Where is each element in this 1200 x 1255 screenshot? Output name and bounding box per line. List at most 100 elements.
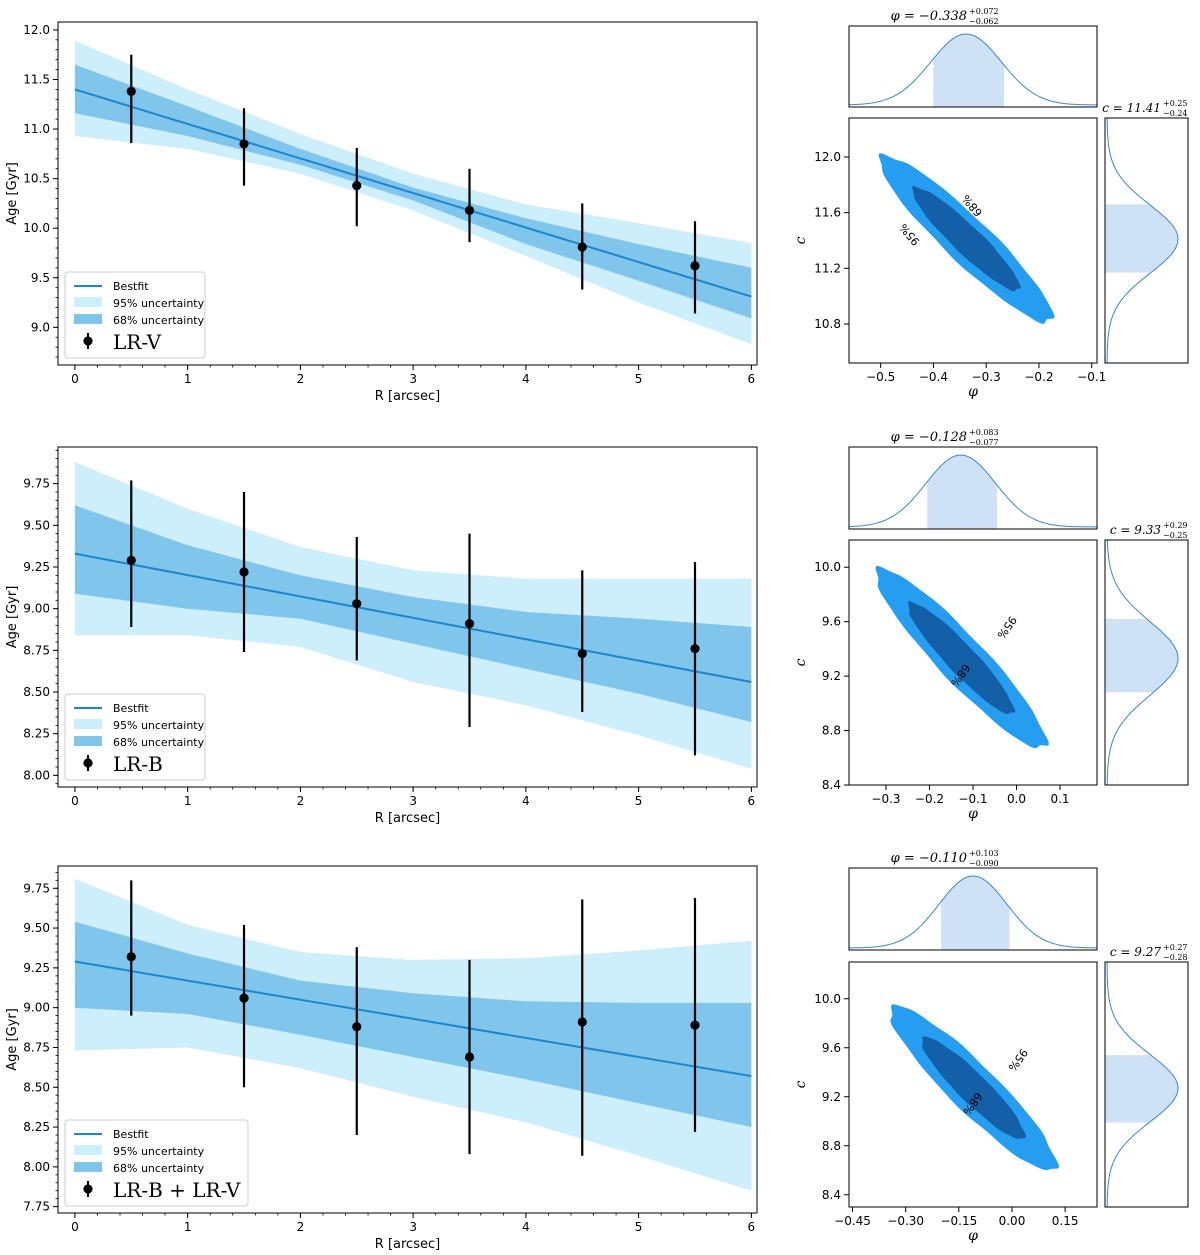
y-tick-label: 8.75: [23, 1040, 50, 1054]
legend-bestfit-label: Bestfit: [113, 702, 149, 715]
corner-x-label: φ: [968, 1228, 978, 1244]
data-point-6: [690, 1020, 700, 1030]
phi-marginal-frame: [848, 25, 1098, 108]
corner-y-tick-label: 8.4: [822, 1188, 841, 1202]
c-posterior-curve: [1106, 117, 1179, 363]
corner-y-tick-label: 10.8: [814, 317, 841, 331]
corner-y-tick-label: 8.4: [822, 778, 841, 792]
x-tick-label: 6: [748, 372, 756, 386]
legend-95-label: 95% uncertainty: [113, 719, 205, 732]
legend: Bestfit 95% uncertainty 68% uncertainty LR-…: [64, 693, 206, 781]
y-tick-label: 8.50: [23, 685, 50, 699]
corner-frame: [848, 961, 1098, 1208]
corner-x-tick-label: −0.4: [919, 370, 948, 384]
x-axis-label: R [arcsec]: [375, 1237, 440, 1252]
legend-68-swatch: [74, 736, 102, 746]
y-tick-label: 8.50: [23, 1080, 50, 1094]
y-tick-label: 9.75: [23, 477, 50, 491]
phi-title-sub: −0.090: [969, 859, 999, 868]
corner-plot-1: 95%68%−0.5 −0.4 −0.3 −0.2 −0.110.811.211.612…: [793, 117, 1106, 400]
c-title-value: c = 9.27: [1110, 945, 1161, 959]
x-tick-label: 4: [522, 794, 530, 808]
corner-y-tick-label: 11.6: [814, 206, 841, 220]
data-point-3: [352, 599, 362, 609]
c-title-sub: −0.25: [1163, 531, 1188, 540]
c-credible-fill: [1105, 618, 1178, 693]
data-point-3: [352, 1022, 362, 1032]
x-tick-label: 0: [71, 372, 79, 386]
c-title: c = 11.41 +0.25−0.24: [1102, 99, 1187, 118]
y-tick-label: 9.00: [23, 1001, 50, 1015]
c-title-sub: −0.24: [1163, 109, 1188, 118]
corner-y-tick-label: 12.0: [814, 150, 841, 164]
phi-posterior-curve: [849, 875, 1097, 949]
c-title-sub: −0.28: [1163, 953, 1188, 962]
corner-x-label: φ: [968, 806, 978, 822]
bestfit-line: [74, 88, 752, 298]
phi-title-sup: +0.083: [969, 428, 999, 437]
y-tick-label: 9.0: [31, 320, 50, 334]
corner-x-tick-label: 0.0: [1007, 792, 1026, 806]
corner-x-label: φ: [968, 384, 978, 400]
y-tick-label: 11.5: [23, 72, 50, 86]
legend-data-label: LR-B + LR-V: [113, 1178, 241, 1202]
c-title-value: c = 11.41: [1102, 101, 1161, 115]
corner-y-tick-label: 9.6: [822, 615, 841, 629]
x-tick-label: 6: [748, 794, 756, 808]
corner-y-tick-label: 11.2: [814, 261, 841, 275]
corner-y-tick-label: 9.2: [822, 669, 841, 683]
y-tick-label: 10.0: [23, 221, 50, 235]
y-tick-label: 9.25: [23, 961, 50, 975]
contour-68: [921, 1036, 1027, 1139]
data-point-2: [239, 139, 249, 149]
corner-x-tick-label: −0.3: [871, 792, 900, 806]
data-point-4: [464, 205, 475, 215]
phi-title-value: φ = −0.110: [891, 851, 967, 866]
bestfit-line: [74, 960, 752, 1078]
legend-68-label: 68% uncertainty: [113, 736, 205, 749]
x-tick-label: 4: [522, 1220, 530, 1234]
x-tick-label: 6: [748, 1220, 756, 1234]
corner-y-label: c: [793, 236, 809, 244]
main-plot-3: 0 1 2 3 4 5 6 7.75 8.00 8.25 8.50 8.75 9.00 9.25 9.50 9…: [5, 865, 758, 1252]
c-marginal-frame: [1104, 539, 1189, 786]
x-tick-label: 3: [409, 794, 417, 808]
phi-title-sub: −0.062: [969, 17, 999, 26]
data-point-2: [239, 993, 249, 1003]
corner-x-tick-label: −0.1: [1077, 370, 1106, 384]
y-tick-label: 9.5: [31, 271, 50, 285]
phi-title-sup: +0.072: [969, 7, 999, 16]
corner-x-tick-label: −0.1: [958, 792, 987, 806]
x-tick-label: 1: [184, 794, 192, 808]
legend: Bestfit 95% uncertainty 68% uncertainty LR-…: [64, 1119, 249, 1207]
x-tick-label: 1: [184, 1220, 192, 1234]
corner-x-tick-label: −0.45: [834, 1214, 871, 1228]
y-tick-label: 8.75: [23, 643, 50, 657]
c-marginal-1: [1104, 117, 1189, 364]
data-point-2: [239, 567, 249, 577]
x-tick-label: 4: [522, 372, 530, 386]
corner-x-tick-label: −0.3: [972, 370, 1001, 384]
main-plot-2: 0 1 2 3 4 5 6 8.00 8.25 8.50 8.75 9.00 9.25 9.50 9.75 R…: [5, 446, 758, 826]
corner-y-tick-label: 8.8: [822, 724, 841, 738]
corner-frame: [848, 117, 1098, 364]
phi-title-value: φ = −0.128: [891, 430, 967, 445]
legend-point-marker: [83, 336, 93, 346]
x-tick-label: 0: [71, 794, 79, 808]
c-credible-fill: [1105, 1055, 1178, 1123]
contour-95-label: 95%: [897, 221, 923, 248]
corner-y-tick-label: 9.2: [822, 1090, 841, 1104]
y-tick-label: 8.25: [23, 727, 50, 741]
x-tick-label: 1: [184, 372, 192, 386]
phi-posterior-curve: [848, 454, 1097, 528]
corner-x-tick-label: −0.2: [915, 792, 944, 806]
c-title-sup: +0.29: [1163, 521, 1188, 530]
data-point-1: [126, 555, 136, 565]
x-tick-label: 3: [409, 372, 417, 386]
contour-95-label: 95%: [994, 614, 1019, 641]
legend-data-label: LR-B: [113, 752, 163, 776]
legend-frame: [64, 1119, 249, 1207]
contour-95-label: 95%: [1006, 1046, 1031, 1073]
c-title-value: c = 9.33: [1110, 523, 1161, 537]
